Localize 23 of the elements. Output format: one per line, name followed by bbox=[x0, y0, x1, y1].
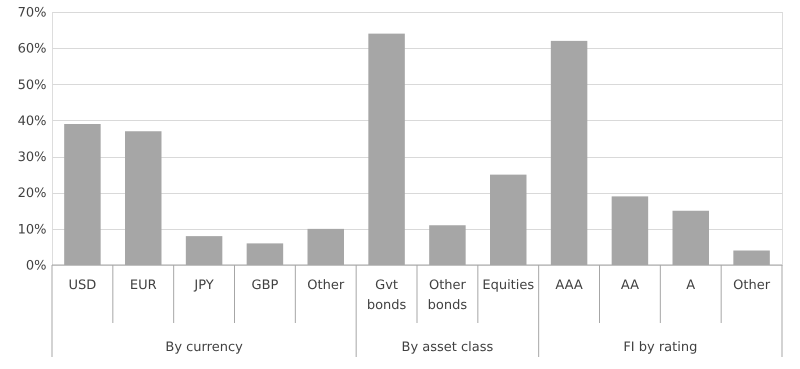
x-tick-label: USD bbox=[68, 278, 96, 293]
x-tick-label: AA bbox=[620, 278, 640, 293]
x-tick-label: Other bbox=[733, 278, 771, 293]
x-tick-label: Other bonds bbox=[428, 278, 468, 313]
x-tick-label: Other bbox=[307, 278, 345, 293]
text: By currency bbox=[165, 340, 244, 355]
x-tick-label: Gvt bonds bbox=[366, 278, 407, 313]
text: FI by rating bbox=[623, 340, 698, 355]
x-tick-label: AAA bbox=[555, 278, 583, 293]
y-tick-label: 70% bbox=[18, 6, 46, 20]
y-tick-label: 50% bbox=[18, 78, 46, 93]
y-tick-label: 60% bbox=[18, 42, 46, 57]
text: By asset class bbox=[402, 340, 494, 355]
x-tick-label: GBP bbox=[251, 278, 278, 293]
x-tick-label: A bbox=[686, 278, 696, 293]
y-tick-label: 0% bbox=[26, 258, 46, 274]
y-tick-label: 30% bbox=[18, 150, 46, 166]
y-tick-label: 10% bbox=[18, 222, 46, 238]
x-tick-label: Equities bbox=[482, 278, 534, 293]
x-tick-label: EUR bbox=[130, 278, 157, 293]
x-tick-label: JPY bbox=[193, 278, 214, 293]
y-tick-label: 20% bbox=[18, 186, 46, 202]
y-tick-label: 40% bbox=[18, 114, 46, 129]
